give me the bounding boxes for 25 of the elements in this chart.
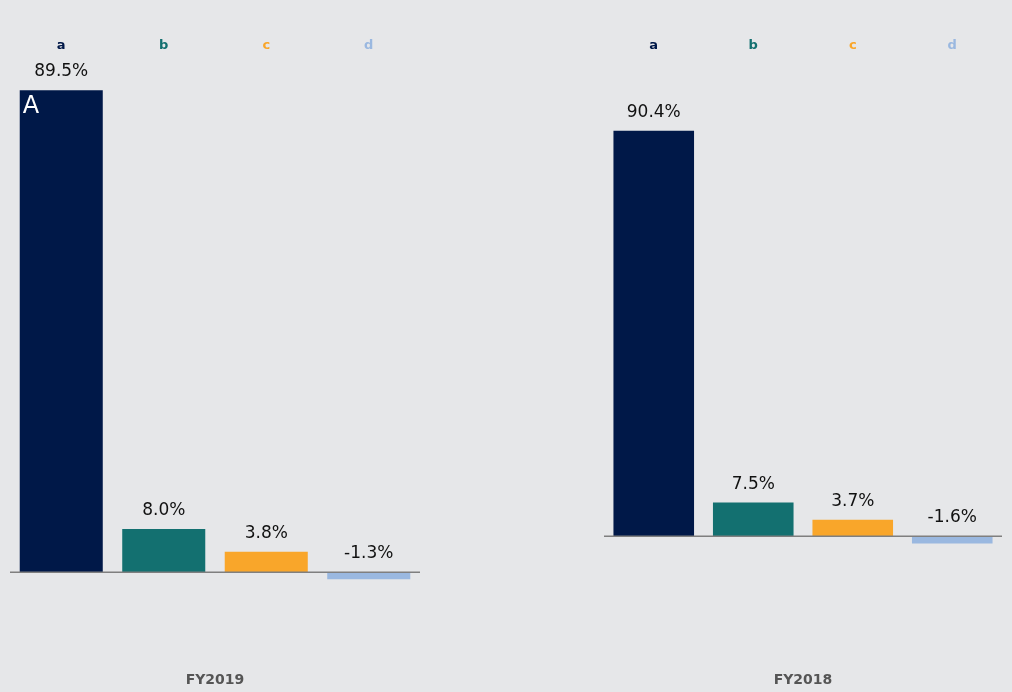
x-tick-label: b bbox=[748, 37, 758, 53]
data-label: 3.8% bbox=[244, 521, 288, 542]
data-label: -1.3% bbox=[344, 542, 394, 563]
bar bbox=[224, 551, 308, 573]
x-axis-title: FY2019 bbox=[185, 670, 245, 687]
data-label: -1.6% bbox=[927, 506, 977, 527]
data-label: 89.5% bbox=[34, 60, 89, 81]
x-tick-label: c bbox=[848, 37, 857, 53]
x-tick-label: b bbox=[159, 37, 169, 53]
x-tick-label: a bbox=[649, 37, 659, 53]
data-label: 7.5% bbox=[731, 472, 775, 493]
x-axis-title: FY2018 bbox=[773, 670, 833, 687]
bar bbox=[712, 502, 794, 537]
bar bbox=[122, 529, 206, 573]
x-tick-label: d bbox=[364, 37, 374, 53]
bar bbox=[19, 90, 103, 573]
data-label: 3.7% bbox=[831, 489, 875, 510]
annotation: A bbox=[22, 90, 40, 119]
x-tick-label: a bbox=[56, 37, 66, 53]
x-tick-label: d bbox=[947, 37, 957, 53]
x-tick-label: c bbox=[262, 37, 271, 53]
bar bbox=[613, 130, 695, 537]
data-label: 90.4% bbox=[626, 100, 681, 121]
data-label: 8.0% bbox=[142, 499, 186, 520]
bar bbox=[812, 519, 894, 537]
